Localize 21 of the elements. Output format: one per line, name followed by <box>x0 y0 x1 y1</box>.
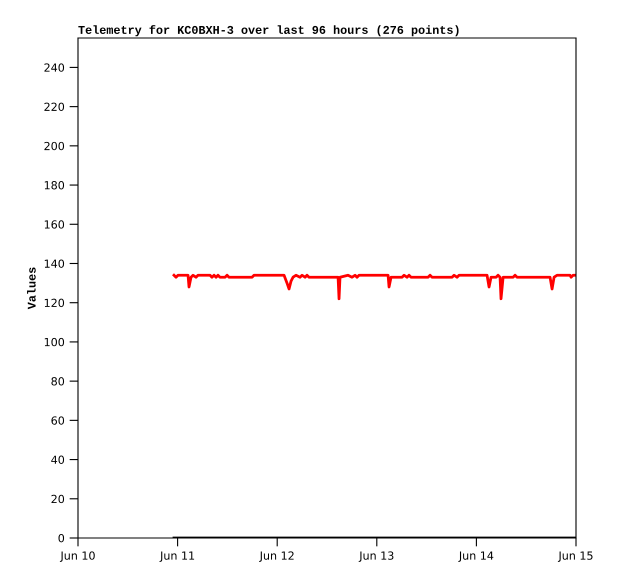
y-tick-label: 0 <box>58 534 64 542</box>
y-tick-label: 60 <box>51 416 64 425</box>
x-tick-label: Jun 14 <box>458 552 494 562</box>
y-tick-label: 140 <box>44 259 64 268</box>
chart-title: Telemetry for KC0BXH-3 over last 96 hours (276 points) <box>78 25 459 36</box>
y-tick-label: 100 <box>44 338 64 346</box>
y-tick-label: 200 <box>44 142 64 150</box>
x-tick-label: Jun 10 <box>60 551 95 562</box>
y-axis-title: Values <box>27 267 36 310</box>
y-tick-label: 160 <box>44 220 64 229</box>
y-tick-label: 80 <box>51 377 64 386</box>
x-tick-label: Jun 11 <box>160 552 194 562</box>
y-tick-label: 240 <box>44 63 64 72</box>
y-tick-label: 180 <box>44 181 64 190</box>
x-tick-label: Jun 15 <box>558 552 593 562</box>
y-tick-label: 40 <box>51 456 64 464</box>
x-tick-label: Jun 12 <box>259 551 294 562</box>
y-tick-label: 20 <box>51 494 64 504</box>
y-tick-label: 120 <box>44 298 64 308</box>
y-tick-label: 220 <box>44 102 64 112</box>
x-tick-label: Jun 13 <box>358 551 394 562</box>
